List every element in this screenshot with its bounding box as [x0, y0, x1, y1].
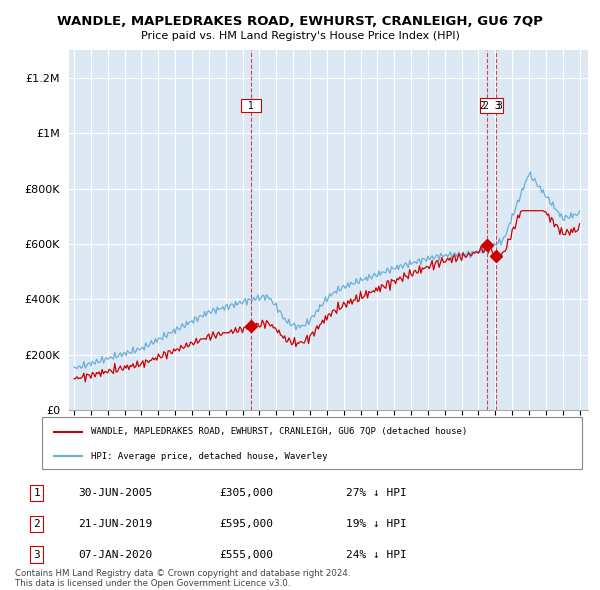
Text: 21-JUN-2019: 21-JUN-2019	[78, 519, 152, 529]
Text: 1: 1	[242, 100, 260, 110]
Text: 2 3: 2 3	[483, 100, 500, 110]
Text: 07-JAN-2020: 07-JAN-2020	[78, 550, 152, 559]
Text: WANDLE, MAPLEDRAKES ROAD, EWHURST, CRANLEIGH, GU6 7QP: WANDLE, MAPLEDRAKES ROAD, EWHURST, CRANL…	[57, 15, 543, 28]
Text: Contains HM Land Registry data © Crown copyright and database right 2024.
This d: Contains HM Land Registry data © Crown c…	[15, 569, 350, 588]
Text: £555,000: £555,000	[220, 550, 274, 559]
FancyBboxPatch shape	[42, 417, 582, 469]
Text: 19% ↓ HPI: 19% ↓ HPI	[346, 519, 407, 529]
Text: 3: 3	[497, 100, 509, 110]
Text: 1: 1	[34, 488, 40, 497]
Text: £595,000: £595,000	[220, 519, 274, 529]
Text: Price paid vs. HM Land Registry's House Price Index (HPI): Price paid vs. HM Land Registry's House …	[140, 31, 460, 41]
Text: 24% ↓ HPI: 24% ↓ HPI	[346, 550, 407, 559]
Text: HPI: Average price, detached house, Waverley: HPI: Average price, detached house, Wave…	[91, 451, 327, 461]
Text: 2: 2	[475, 100, 486, 110]
Text: 3: 3	[34, 550, 40, 559]
Text: 30-JUN-2005: 30-JUN-2005	[78, 488, 152, 497]
Text: WANDLE, MAPLEDRAKES ROAD, EWHURST, CRANLEIGH, GU6 7QP (detached house): WANDLE, MAPLEDRAKES ROAD, EWHURST, CRANL…	[91, 427, 467, 436]
Text: £305,000: £305,000	[220, 488, 274, 497]
Text: 2: 2	[34, 519, 40, 529]
Text: 27% ↓ HPI: 27% ↓ HPI	[346, 488, 407, 497]
